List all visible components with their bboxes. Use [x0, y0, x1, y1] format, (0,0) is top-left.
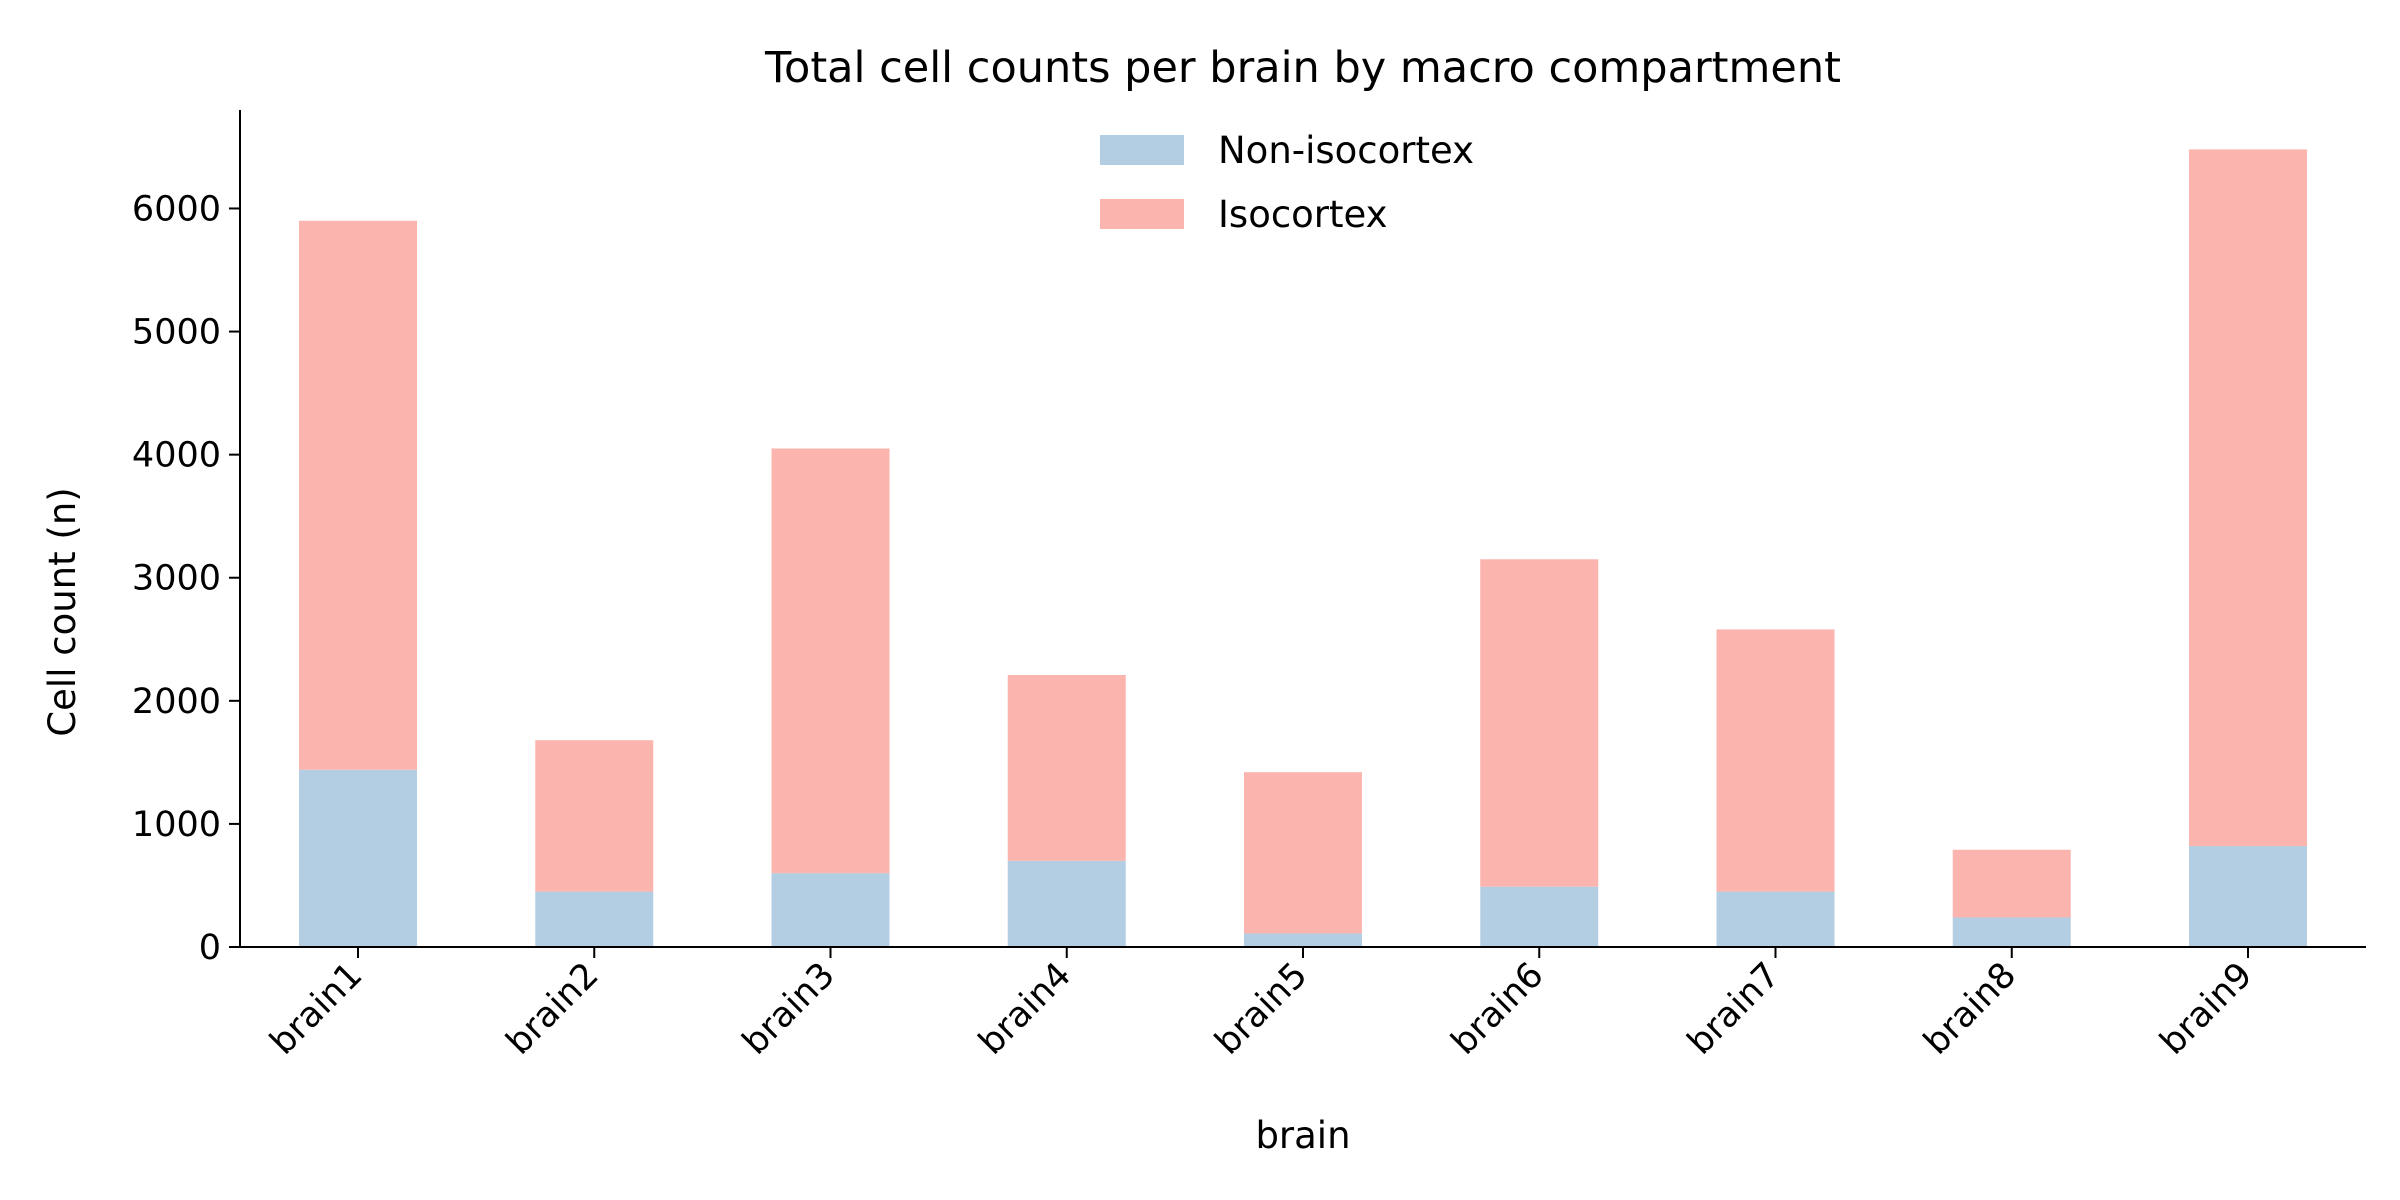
legend-label-isocortex: Isocortex [1218, 193, 1388, 236]
y-tick-label: 1000 [132, 805, 221, 845]
bar-non-isocortex-brain1 [299, 769, 417, 947]
y-tick-label: 0 [199, 928, 221, 968]
legend: Non-isocortex Isocortex [1100, 129, 1474, 236]
x-tick-label-brain5: brain5 [1208, 955, 1316, 1063]
x-tick-label-brain2: brain2 [499, 955, 607, 1063]
chart-title: Total cell counts per brain by macro com… [764, 43, 1841, 93]
bar-isocortex-brain8 [1952, 849, 2071, 918]
legend-label-non-isocortex: Non-isocortex [1218, 129, 1474, 172]
x-axis-label: brain [1255, 1114, 1350, 1157]
bar-isocortex-brain7 [1716, 629, 1835, 892]
bar-isocortex-brain2 [535, 740, 654, 892]
bar-non-isocortex-brain9 [2189, 846, 2307, 947]
y-tick-label: 3000 [132, 559, 221, 599]
x-tick-label-brain7: brain7 [1680, 955, 1788, 1063]
x-tick-label-brain9: brain9 [2153, 955, 2261, 1063]
bar-non-isocortex-brain5 [1244, 933, 1362, 947]
bar-non-isocortex-brain4 [1007, 860, 1126, 947]
bars-layer [299, 149, 2307, 947]
bar-isocortex-brain5 [1244, 772, 1362, 934]
y-axis-label: Cell count (n) [41, 487, 84, 736]
y-tick-label: 6000 [132, 189, 221, 229]
x-axis: brain1 brain2 brain3 brain4 brain5 brain6 brai… [240, 946, 2366, 1063]
bar-isocortex-brain4 [1007, 674, 1126, 861]
x-tick-label-brain1: brain1 [263, 955, 371, 1063]
bar-isocortex-brain6 [1480, 559, 1599, 887]
bar-non-isocortex-brain7 [1716, 891, 1835, 947]
y-axis: 0 1000 2000 3000 4000 5000 6000 [132, 110, 241, 968]
bar-non-isocortex-brain2 [535, 891, 654, 947]
bar-non-isocortex-brain3 [771, 873, 890, 947]
y-tick-label: 2000 [132, 682, 221, 722]
x-tick-label-brain4: brain4 [971, 955, 1079, 1063]
legend-swatch-non-isocortex [1100, 135, 1184, 165]
bar-isocortex-brain3 [771, 448, 890, 874]
y-tick-label: 4000 [132, 436, 221, 476]
legend-swatch-isocortex [1100, 199, 1184, 229]
x-tick-label-brain6: brain6 [1444, 955, 1552, 1063]
x-tick-label-brain8: brain8 [1916, 955, 2024, 1063]
y-tick-label: 5000 [132, 313, 221, 353]
bar-non-isocortex-brain8 [1952, 917, 2071, 947]
bar-non-isocortex-brain6 [1480, 886, 1599, 947]
bar-isocortex-brain1 [299, 220, 417, 770]
x-tick-label-brain3: brain3 [735, 955, 843, 1063]
bar-isocortex-brain9 [2189, 149, 2307, 847]
